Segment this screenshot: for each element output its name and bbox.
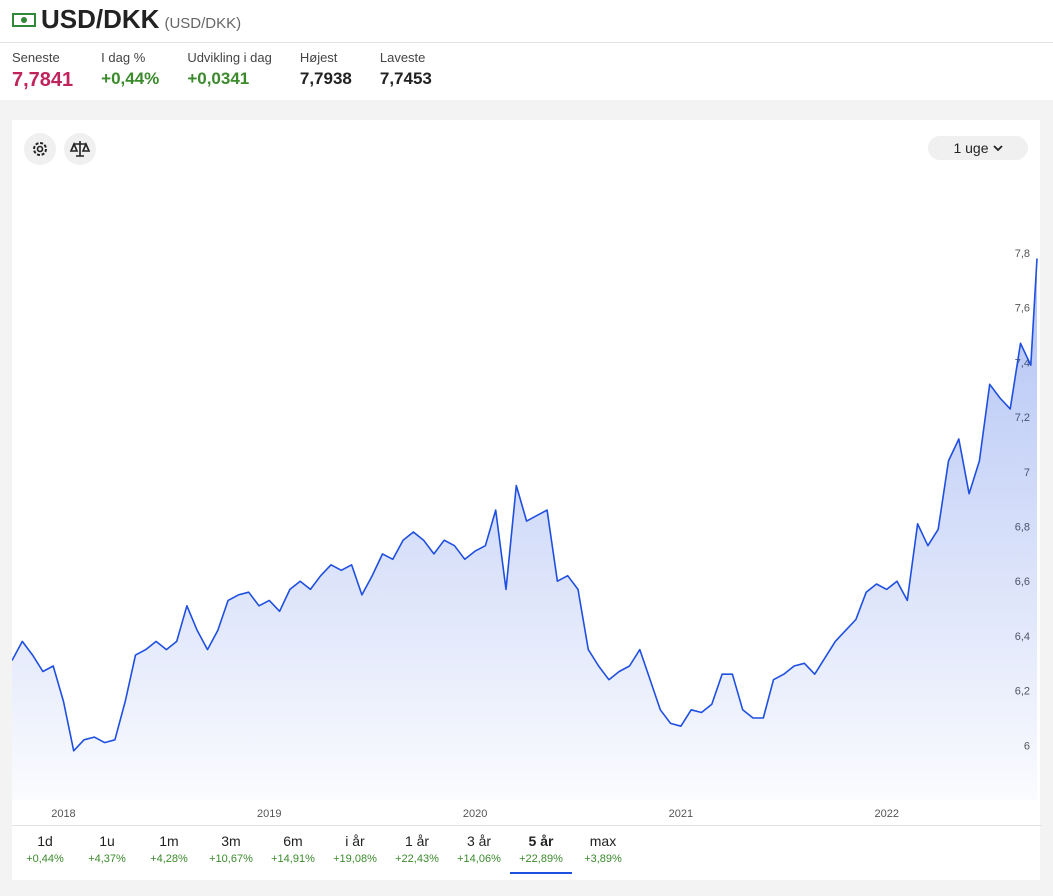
symbol-subtitle: (USD/DKK): [164, 15, 242, 32]
period-change: +14,06%: [457, 853, 501, 865]
settings-icon: [33, 142, 47, 156]
stat: Laveste 7,7453: [380, 50, 432, 92]
period-label: 1 år: [404, 833, 430, 849]
period-label: 6m: [283, 833, 303, 849]
stat: Udvikling i dag +0,0341: [187, 50, 272, 92]
period-tab[interactable]: 1d +0,44%: [14, 826, 76, 874]
period-change: +22,43%: [395, 853, 439, 865]
stat-value: 7,7841: [12, 69, 74, 91]
header: USD/DKK (USD/DKK) Seneste 7,7841 I dag % +0…: [0, 0, 1053, 100]
chevron: [992, 145, 1003, 152]
period-tab[interactable]: 1u +4,37%: [76, 826, 138, 874]
area-fill: [12, 258, 1037, 800]
period-change: +4,37%: [88, 853, 126, 865]
stat-value: 7,7453: [379, 69, 432, 88]
period-tab[interactable]: 5 år +22,89%: [510, 826, 572, 874]
period-tab[interactable]: 1m +4,28%: [138, 826, 200, 874]
x-tick-label: 2020: [463, 808, 487, 820]
stats: Seneste 7,7841 I dag % +0,44% Udvikling i da…: [12, 50, 460, 92]
stat-value: 7,7938: [299, 69, 352, 88]
period-label: 1d: [37, 833, 53, 849]
stat-value: +0,0341: [187, 69, 250, 88]
settings-button[interactable]: [24, 133, 56, 165]
period-tab[interactable]: 6m +14,91%: [262, 826, 324, 874]
period-tab[interactable]: 1 år +22,43%: [386, 826, 448, 874]
period-change: +22,89%: [519, 853, 563, 865]
period-label: i år: [345, 833, 365, 849]
compare-icon: [69, 141, 91, 157]
divider: [0, 42, 1053, 43]
period-change: +19,08%: [333, 853, 377, 865]
stat: Højest 7,7938: [300, 50, 352, 92]
period-label: 3 år: [466, 833, 492, 849]
chart: 66,26,46,66,877,27,47,67,820182019202020…: [12, 248, 1038, 820]
period-change: +10,67%: [209, 853, 253, 865]
y-tick-label: 7,6: [1015, 303, 1030, 315]
range-dropdown[interactable]: 1 uge: [928, 136, 1028, 160]
period-change: +3,89%: [584, 853, 622, 865]
x-tick-label: 2021: [669, 808, 693, 820]
currency-icon: [12, 13, 36, 27]
stat-label: Højest: [299, 50, 338, 65]
stat-label: Seneste: [12, 50, 60, 65]
stat-label: I dag %: [101, 50, 146, 65]
period-change: +0,44%: [26, 853, 64, 865]
title-row: USD/DKK (USD/DKK): [12, 4, 241, 35]
symbol: USD/DKK: [41, 4, 160, 34]
period-tabs: 1d +0,44% 1u +4,37% 1m +4,28% 3m +10,67% 6m +14,9…: [12, 825, 1042, 881]
stat-label: Laveste: [379, 50, 426, 65]
period-label: 5 år: [528, 833, 554, 849]
chart-card: 66,26,46,66,877,27,47,67,820182019202020…: [12, 120, 1042, 881]
period-change: +4,28%: [150, 853, 188, 865]
x-tick-label: 2019: [257, 808, 281, 820]
x-tick-label: 2022: [875, 808, 899, 820]
stat: Seneste 7,7841: [12, 50, 73, 92]
stat-value: +0,44%: [101, 69, 160, 88]
compare-button[interactable]: [64, 133, 96, 165]
period-tab[interactable]: i år +19,08%: [324, 826, 386, 874]
period-label: 3m: [221, 833, 241, 849]
period-tab[interactable]: 3m +10,67%: [200, 826, 262, 874]
period-tab[interactable]: 3 år +14,06%: [448, 826, 510, 874]
period-change: +14,91%: [271, 853, 315, 865]
stat-label: Udvikling i dag: [187, 50, 272, 65]
price-line: [12, 258, 1038, 752]
period-label: 1u: [99, 833, 115, 849]
period-label: 1m: [159, 833, 179, 849]
period-label: max: [589, 833, 617, 849]
period-tab[interactable]: max +3,89%: [572, 826, 634, 874]
x-tick-label: 2018: [51, 808, 75, 820]
stat: I dag % +0,44%: [101, 50, 159, 92]
y-tick-label: 7,8: [1015, 248, 1030, 260]
range-label: 1 uge: [953, 140, 989, 156]
